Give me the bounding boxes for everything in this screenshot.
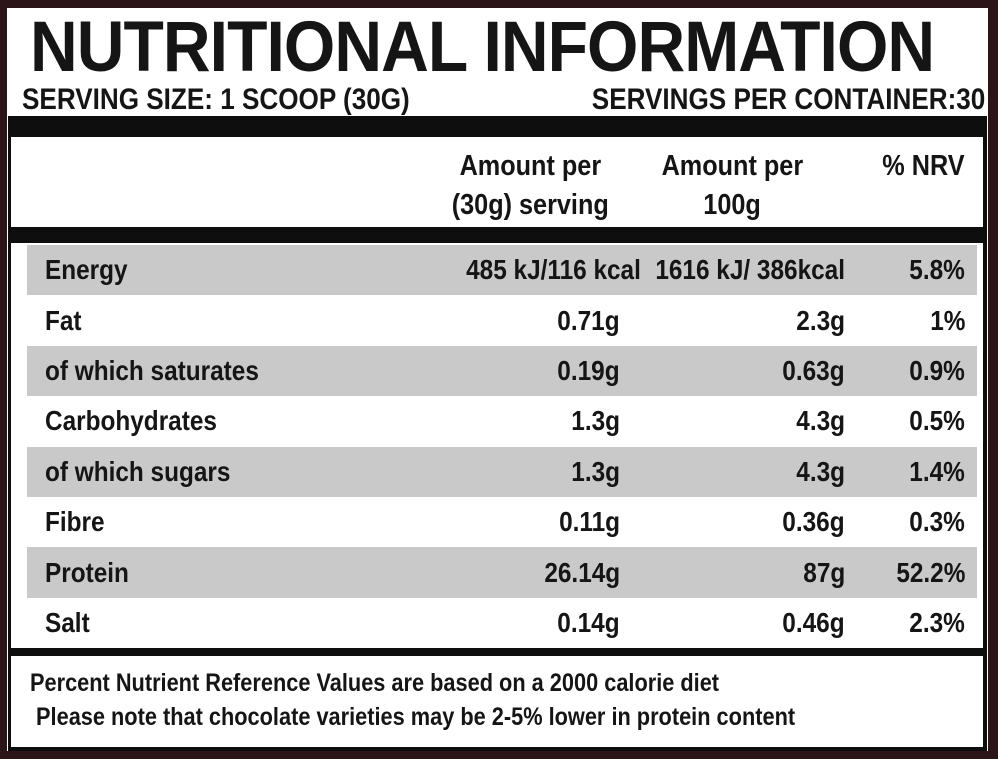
nutrient-name: of which sugars bbox=[45, 455, 231, 487]
amount-per-100g-value: 87g bbox=[803, 556, 845, 588]
col-header-per-serving: Amount per (30g) serving bbox=[451, 150, 609, 221]
amount-per-serving-value: 0.11g bbox=[559, 506, 620, 538]
amount-per-100g-value: 4.3g bbox=[796, 405, 845, 437]
title-block: NUTRITIONAL INFORMATION SERVING SIZE: 1 … bbox=[7, 8, 988, 116]
table-row: Fibre 0.11g 0.36g 0.3% bbox=[27, 497, 977, 547]
table-header: Amount per (30g) serving Amount per 100g… bbox=[11, 137, 983, 227]
nutrient-name: of which saturates bbox=[45, 354, 259, 386]
serving-size-label: SERVING SIZE: 1 SCOOP (30G) bbox=[22, 83, 410, 116]
amount-per-100g-value: 0.36g bbox=[782, 506, 845, 538]
col-header-spacer bbox=[45, 147, 440, 227]
servings-per-container-label: SERVINGS PER CONTAINER:30 bbox=[591, 83, 985, 116]
nrv-percent-value: 0.5% bbox=[909, 405, 965, 437]
footnotes: Percent Nutrient Reference Values are ba… bbox=[11, 656, 983, 734]
header-divider-bar bbox=[11, 227, 983, 243]
amount-per-100g-value: 0.63g bbox=[782, 354, 845, 386]
nutrient-name: Fibre bbox=[45, 506, 105, 538]
amount-per-100g-value: 4.3g bbox=[796, 455, 845, 487]
amount-per-serving-value: 0.19g bbox=[557, 354, 620, 386]
nrv-percent-value: 2.3% bbox=[909, 606, 965, 638]
nrv-percent-value: 0.9% bbox=[909, 354, 965, 386]
amount-per-100g-value: 1616 kJ/ 386kcal bbox=[655, 254, 845, 286]
amount-per-serving-value: 1.3g bbox=[571, 455, 620, 487]
table-row: Protein 26.14g 87g 52.2% bbox=[27, 547, 977, 598]
amount-per-serving-value: 1.3g bbox=[571, 405, 620, 437]
serving-row: SERVING SIZE: 1 SCOOP (30G) SERVINGS PER… bbox=[7, 78, 988, 116]
nutrient-name: Protein bbox=[45, 556, 129, 588]
footnote-line-2: Please note that chocolate varieties may… bbox=[30, 703, 796, 731]
table-row: Energy 485 kJ/116 kcal 1616 kJ/ 386kcal … bbox=[27, 245, 977, 296]
footnote-line-1: Percent Nutrient Reference Values are ba… bbox=[30, 669, 720, 697]
table-row: Salt 0.14g 0.46g 2.3% bbox=[27, 598, 977, 648]
amount-per-100g-value: 0.46g bbox=[782, 606, 845, 638]
nrv-percent-value: 1.4% bbox=[909, 455, 965, 487]
nutrient-name: Fat bbox=[45, 304, 82, 336]
col-header-per-100g: Amount per 100g bbox=[661, 150, 804, 221]
nrv-percent-value: 0.3% bbox=[909, 506, 965, 538]
nrv-percent-value: 52.2% bbox=[895, 556, 965, 588]
nrv-percent-value: 1% bbox=[929, 304, 965, 336]
amount-per-serving-value: 0.71g bbox=[557, 304, 620, 336]
nutrition-label: NUTRITIONAL INFORMATION SERVING SIZE: 1 … bbox=[7, 8, 988, 751]
footer-divider-bar bbox=[11, 648, 983, 656]
nutrient-name: Carbohydrates bbox=[45, 405, 217, 437]
table-row: Fat 0.71g 2.3g 1% bbox=[27, 295, 977, 345]
nrv-percent-value: 5.8% bbox=[909, 254, 965, 286]
col-header-nrv: % NRV bbox=[882, 150, 965, 182]
table-frame: Amount per (30g) serving Amount per 100g… bbox=[8, 116, 987, 751]
table-row: of which sugars 1.3g 4.3g 1.4% bbox=[27, 446, 977, 497]
nutrient-name: Energy bbox=[45, 254, 128, 286]
amount-per-serving-value: 0.14g bbox=[557, 606, 620, 638]
amount-per-serving-value: 26.14g bbox=[544, 556, 620, 588]
page-title: NUTRITIONAL INFORMATION bbox=[7, 8, 988, 87]
page-title-text: NUTRITIONAL INFORMATION bbox=[30, 8, 935, 87]
amount-per-100g-value: 2.3g bbox=[796, 304, 845, 336]
nutrition-rows: Energy 485 kJ/116 kcal 1616 kJ/ 386kcal … bbox=[11, 243, 983, 648]
amount-per-serving-value: 485 kJ/116 kcal bbox=[466, 254, 641, 286]
nutrient-name: Salt bbox=[45, 606, 90, 638]
table-row: Carbohydrates 1.3g 4.3g 0.5% bbox=[27, 396, 977, 446]
table-row: of which saturates 0.19g 0.63g 0.9% bbox=[27, 345, 977, 397]
